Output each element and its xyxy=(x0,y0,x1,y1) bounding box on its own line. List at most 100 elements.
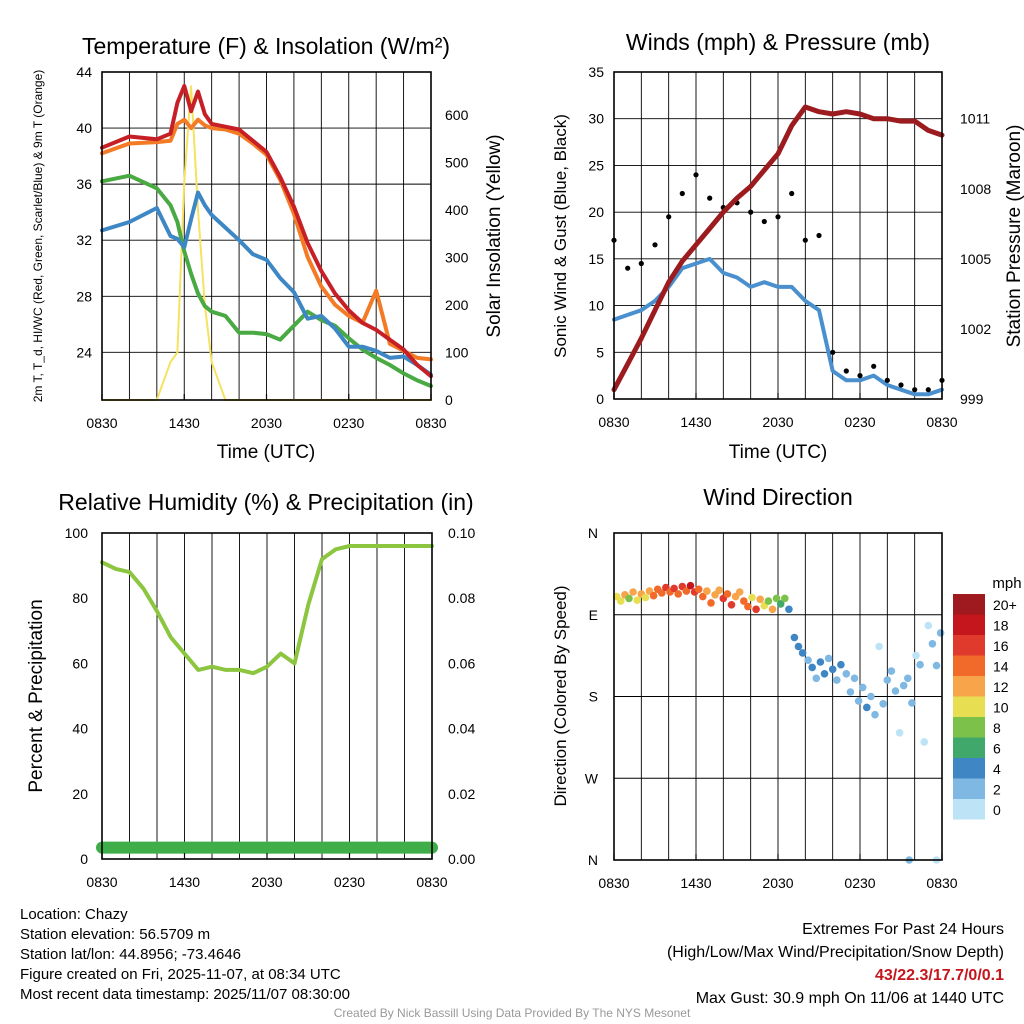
gust-point xyxy=(898,382,904,388)
gust-point xyxy=(830,349,836,355)
direction-tick-label: N xyxy=(588,525,598,541)
direction-point xyxy=(833,676,841,684)
legend-swatch xyxy=(953,614,985,635)
direction-point xyxy=(617,597,625,605)
legend-label: 10 xyxy=(993,700,1009,716)
direction-tick-label: N xyxy=(588,852,598,868)
wind-tick-label: 30 xyxy=(588,111,604,127)
gust-point xyxy=(925,387,931,393)
humidity-title: Relative Humidity (%) & Precipitation (i… xyxy=(58,489,473,515)
legend-label: 2 xyxy=(993,782,1001,798)
series-line-station-pressure xyxy=(611,104,945,393)
direction-point xyxy=(723,590,732,598)
direction-point xyxy=(756,595,764,604)
station-info: Location: Chazy Station elevation: 56.57… xyxy=(20,905,350,1005)
direction-point xyxy=(871,710,879,719)
x-tick-label: 0830 xyxy=(926,414,957,430)
direction-point xyxy=(727,601,736,609)
legend-swatch xyxy=(953,778,985,799)
gust-point xyxy=(748,209,754,215)
direction-tick-label: W xyxy=(585,770,599,786)
precip-tick-label: 0.04 xyxy=(448,721,475,737)
direction-point xyxy=(895,729,904,737)
gust-point xyxy=(912,387,918,393)
direction-point xyxy=(842,670,851,678)
direction-point xyxy=(715,586,723,594)
direction-point xyxy=(629,588,637,596)
precip-tick-label: 0.08 xyxy=(448,590,475,606)
direction-point xyxy=(820,670,829,678)
direction-point xyxy=(735,588,744,596)
legend-label: 20+ xyxy=(993,597,1017,613)
direction-point xyxy=(867,692,875,701)
direction-point xyxy=(858,683,867,692)
direction-point xyxy=(744,602,752,611)
gust-point xyxy=(843,368,849,374)
legend-swatch xyxy=(953,635,985,656)
pressure-ylabel: Station Pressure (Maroon) xyxy=(1004,125,1024,348)
humidity-ylabel: Percent & Precipitation xyxy=(26,599,47,792)
humidity-tick-label: 100 xyxy=(65,525,89,541)
legend-swatch xyxy=(953,696,985,717)
direction-point xyxy=(924,621,933,630)
direction-point xyxy=(798,649,807,657)
x-tick-label: 0230 xyxy=(844,875,875,891)
direction-point xyxy=(837,660,845,669)
temperature-tick-label: 36 xyxy=(76,176,92,192)
x-tick-label: 2030 xyxy=(251,415,282,431)
humidity-tick-label: 40 xyxy=(72,721,88,737)
precip-tick-label: 0.02 xyxy=(448,786,475,802)
direction-point xyxy=(641,593,650,602)
precip-tick-label: 0.10 xyxy=(448,525,475,541)
direction-point xyxy=(703,587,711,595)
direction-point xyxy=(928,640,937,648)
direction-point xyxy=(908,699,916,707)
direction-point xyxy=(752,605,760,614)
direction-point xyxy=(682,587,691,595)
direction-point xyxy=(804,656,812,664)
max-gust: Max Gust: 30.9 mph On 11/06 at 1440 UTC xyxy=(695,990,1004,1007)
wind-tick-label: 35 xyxy=(588,64,604,80)
x-tick-label: 0230 xyxy=(334,874,365,890)
legend-swatch xyxy=(953,655,985,676)
direction-point xyxy=(699,592,707,601)
gust-point xyxy=(884,377,890,383)
legend-swatch xyxy=(953,676,985,697)
direction-point xyxy=(912,651,920,660)
series-line-hi-wc xyxy=(100,190,433,377)
recent-timestamp: Most recent data timestamp: 2025/11/07 0… xyxy=(20,986,350,1003)
temperature-title: Temperature (F) & Insolation (W/m²) xyxy=(82,33,450,59)
direction-point xyxy=(658,589,666,597)
direction-point xyxy=(768,605,777,614)
legend-swatch xyxy=(953,594,985,615)
legend-swatch xyxy=(953,717,985,738)
winds-title: Winds (mph) & Pressure (mb) xyxy=(626,29,930,55)
x-tick-label: 0830 xyxy=(86,874,117,890)
insolation-tick-label: 300 xyxy=(445,249,469,265)
humidity-tick-label: 0 xyxy=(80,851,88,867)
gust-point xyxy=(857,373,863,379)
x-tick-label: 0830 xyxy=(86,415,117,431)
humidity-tick-label: 20 xyxy=(72,786,88,802)
gust-point xyxy=(693,172,699,178)
pressure-tick-label: 1005 xyxy=(960,251,991,267)
direction-point xyxy=(740,597,748,605)
insolation-tick-label: 500 xyxy=(445,154,469,170)
direction-point xyxy=(707,599,715,607)
gust-point xyxy=(679,190,685,197)
gust-point xyxy=(761,218,767,225)
insolation-ylabel: Solar Insolation (Yellow) xyxy=(484,134,505,337)
wind-tick-label: 5 xyxy=(596,344,604,360)
extremes-summary: Extremes For Past 24 Hours (High/Low/Max… xyxy=(667,918,1004,1010)
x-tick-label: 1430 xyxy=(680,875,711,891)
humidity-panel: Relative Humidity (%) & Precipitation (i… xyxy=(26,489,475,890)
direction-point xyxy=(899,681,908,690)
insolation-tick-label: 200 xyxy=(445,297,469,313)
series-line-t-d xyxy=(100,173,433,388)
gust-point xyxy=(789,190,795,197)
temperature-tick-label: 28 xyxy=(76,288,92,304)
legend-swatch xyxy=(953,799,985,820)
direction-point xyxy=(772,594,781,603)
direction-tick-label: S xyxy=(589,689,598,705)
